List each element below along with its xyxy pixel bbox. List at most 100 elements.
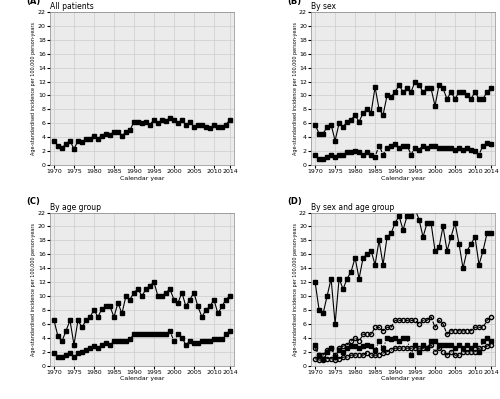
Women xyxy=(396,145,402,150)
Women, Age ≥70 xyxy=(352,344,358,348)
Men, Age ≥70 xyxy=(312,280,318,284)
Total xyxy=(79,140,85,144)
Age 50-69 xyxy=(115,339,121,344)
Women xyxy=(348,150,354,155)
Men xyxy=(468,97,474,101)
Total xyxy=(227,117,233,122)
Age 50-69 xyxy=(187,339,193,344)
Men, Age ≥70 xyxy=(344,276,350,281)
Total xyxy=(215,124,221,129)
Men, Age 50-69 xyxy=(348,339,354,344)
Women, Age ≥70 xyxy=(484,336,490,340)
Men, Age ≥70 xyxy=(392,221,398,225)
Age ≥70 xyxy=(143,287,149,292)
Women, Age ≥70 xyxy=(384,336,390,340)
Women xyxy=(484,140,490,145)
Men xyxy=(392,89,398,94)
Age 50-69 xyxy=(107,342,113,347)
Age ≥70 xyxy=(227,294,233,298)
Men xyxy=(472,89,478,94)
Line: Men: Men xyxy=(313,79,493,143)
Men, Age 50-69 xyxy=(420,318,426,323)
Men, Age ≥70 xyxy=(400,227,406,232)
Total xyxy=(123,130,129,135)
Y-axis label: Age-standardised incidence per 100,000 person-years: Age-standardised incidence per 100,000 p… xyxy=(32,223,36,356)
Women, Age 50-69 xyxy=(416,346,422,351)
Men xyxy=(364,107,370,112)
Men, Age ≥70 xyxy=(452,221,458,225)
Men, Age ≥70 xyxy=(448,235,454,239)
Women xyxy=(420,143,426,148)
Men xyxy=(360,111,366,115)
Men xyxy=(420,89,426,94)
Women, Age 50-69 xyxy=(316,358,322,362)
Text: (D): (D) xyxy=(287,198,302,206)
Women, Age 50-69 xyxy=(464,349,470,354)
Age 50-69 xyxy=(179,336,185,340)
Women, Age ≥70 xyxy=(348,344,354,348)
Women xyxy=(368,152,374,157)
Women xyxy=(364,150,370,155)
Women, Age 50-69 xyxy=(432,349,438,354)
Men, Age ≥70 xyxy=(336,276,342,281)
Women, Age 50-69 xyxy=(412,346,418,351)
Men, Age 50-69 xyxy=(484,318,490,323)
Age 50-69 xyxy=(91,344,97,348)
Men xyxy=(428,86,434,91)
Age 50-69 xyxy=(171,339,177,344)
Men xyxy=(408,89,414,94)
Total xyxy=(199,123,205,128)
Men, Age 50-69 xyxy=(416,322,422,326)
Women, Age ≥70 xyxy=(340,349,346,354)
Men, Age 50-69 xyxy=(432,325,438,330)
Women, Age 50-69 xyxy=(340,355,346,359)
Total xyxy=(151,117,157,122)
Men, Age 50-69 xyxy=(344,342,350,347)
Age 50-69 xyxy=(175,332,181,337)
Men, Age 50-69 xyxy=(404,318,410,323)
X-axis label: Calendar year: Calendar year xyxy=(381,376,426,381)
Women xyxy=(456,145,462,150)
Women, Age 50-69 xyxy=(388,348,394,353)
Women, Age ≥70 xyxy=(432,339,438,344)
Men, Age 50-69 xyxy=(464,328,470,333)
Men, Age 50-69 xyxy=(472,325,478,330)
Age 50-69 xyxy=(167,328,173,333)
Age ≥70 xyxy=(211,297,217,302)
Women xyxy=(468,147,474,152)
Men, Age 50-69 xyxy=(312,346,318,351)
Total xyxy=(55,144,61,148)
Women, Age ≥70 xyxy=(420,342,426,347)
X-axis label: Calendar year: Calendar year xyxy=(120,176,164,181)
Men, Age 50-69 xyxy=(412,318,418,323)
Women xyxy=(324,154,330,159)
Men, Age ≥70 xyxy=(404,214,410,219)
Age ≥70 xyxy=(115,300,121,305)
Women xyxy=(320,157,326,162)
Women, Age 50-69 xyxy=(360,353,366,358)
Women xyxy=(316,157,322,162)
Men, Age ≥70 xyxy=(432,249,438,253)
Women, Age 50-69 xyxy=(332,358,338,362)
Men, Age ≥70 xyxy=(436,245,442,250)
Age 50-69 xyxy=(147,332,153,337)
Men, Age ≥70 xyxy=(464,249,470,253)
Age ≥70 xyxy=(83,318,89,323)
Women, Age 50-69 xyxy=(328,356,334,361)
Total xyxy=(131,119,137,124)
Age ≥70 xyxy=(111,314,117,319)
Men, Age 50-69 xyxy=(460,328,466,333)
Men xyxy=(348,117,354,122)
Women xyxy=(376,143,382,148)
Women, Age 50-69 xyxy=(364,351,370,356)
Women, Age 50-69 xyxy=(424,346,430,351)
Total xyxy=(83,137,89,142)
Age ≥70 xyxy=(163,290,169,295)
Men xyxy=(344,119,350,124)
Age 50-69 xyxy=(79,349,85,354)
Age ≥70 xyxy=(187,297,193,302)
Women, Age ≥70 xyxy=(404,336,410,340)
Age ≥70 xyxy=(159,294,165,298)
Age 50-69 xyxy=(219,337,225,342)
Text: (C): (C) xyxy=(26,198,40,206)
